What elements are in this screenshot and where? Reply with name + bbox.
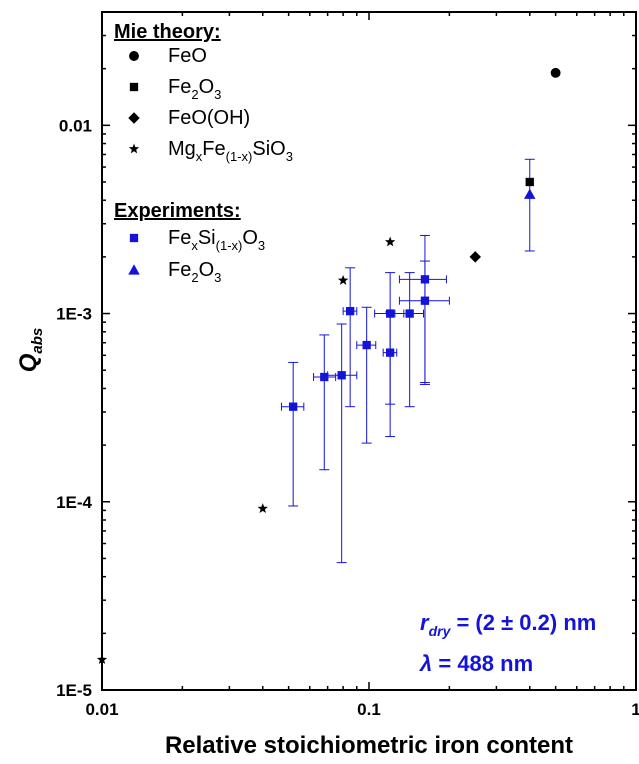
data-point-star	[337, 274, 349, 285]
legend-marker-square	[129, 233, 139, 243]
data-point-circle	[550, 67, 561, 78]
x-tick-label: 1	[631, 700, 639, 719]
y-tick-label: 1E-4	[56, 493, 92, 512]
data-point-square	[405, 309, 414, 318]
y-axis-label: Qabs	[15, 328, 46, 373]
data-point-star	[96, 654, 108, 665]
x-tick-label: 0.01	[85, 700, 118, 719]
axis-ticks: 0.01 0.1 1 1E-5 1E-4 1E-3 0.01	[56, 11, 639, 719]
legend-entry-text: MgxFe(1-x)SiO3	[168, 138, 293, 164]
legend-marker-star	[128, 143, 140, 154]
legend-entry-text: Fe2O3	[168, 259, 221, 285]
annotations: rdry = (2 ± 0.2) nm λ = 488 nm	[419, 610, 596, 676]
data-point-square	[362, 340, 371, 350]
x-tick-label: 0.1	[357, 700, 381, 719]
axis-labels: Relative stoichiometric iron content Qabs	[15, 328, 573, 759]
legend-marker-triangle	[128, 264, 140, 275]
data-point-diamond	[469, 251, 481, 263]
data-point-square	[420, 275, 430, 284]
legend-entry-text: FexSi(1-x)O3	[168, 227, 265, 253]
radius-annotation: rdry = (2 ± 0.2) nm	[420, 610, 596, 639]
data-points	[96, 67, 561, 665]
data-point-square	[385, 309, 395, 318]
y-tick-label: 1E-3	[56, 305, 92, 324]
data-point-square	[320, 372, 329, 382]
legend-entry-text: Fe2O3	[168, 76, 221, 102]
data-point-square	[420, 296, 430, 305]
data-point-star	[257, 503, 268, 514]
data-point-square	[525, 177, 534, 187]
y-tick-label: 1E-5	[56, 681, 92, 700]
legend-entry-text: FeO(OH)	[168, 107, 250, 129]
legend-heading-experiments: Experiments:	[114, 200, 241, 222]
legend: Mie theory:FeO Fe2O3 FeO(OH) MgxFe(1-x)SiO3…	[114, 21, 293, 285]
legend-marker-circle	[129, 51, 139, 61]
legend-entry-text: FeO	[168, 45, 207, 67]
data-point-square	[385, 348, 395, 357]
legend-heading-mie: Mie theory:	[114, 21, 221, 43]
data-point-square	[345, 306, 355, 316]
legend-marker-square	[129, 82, 139, 92]
wavelength-annotation: λ = 488 nm	[419, 651, 533, 676]
error-bars	[280, 158, 535, 564]
y-tick-label: 0.01	[59, 116, 92, 135]
data-point-square	[337, 371, 346, 380]
legend-marker-diamond	[128, 112, 140, 124]
x-axis-label: Relative stoichiometric iron content	[165, 732, 573, 759]
data-point-square	[289, 402, 298, 411]
data-point-triangle	[524, 188, 536, 199]
data-point-star	[384, 236, 396, 247]
